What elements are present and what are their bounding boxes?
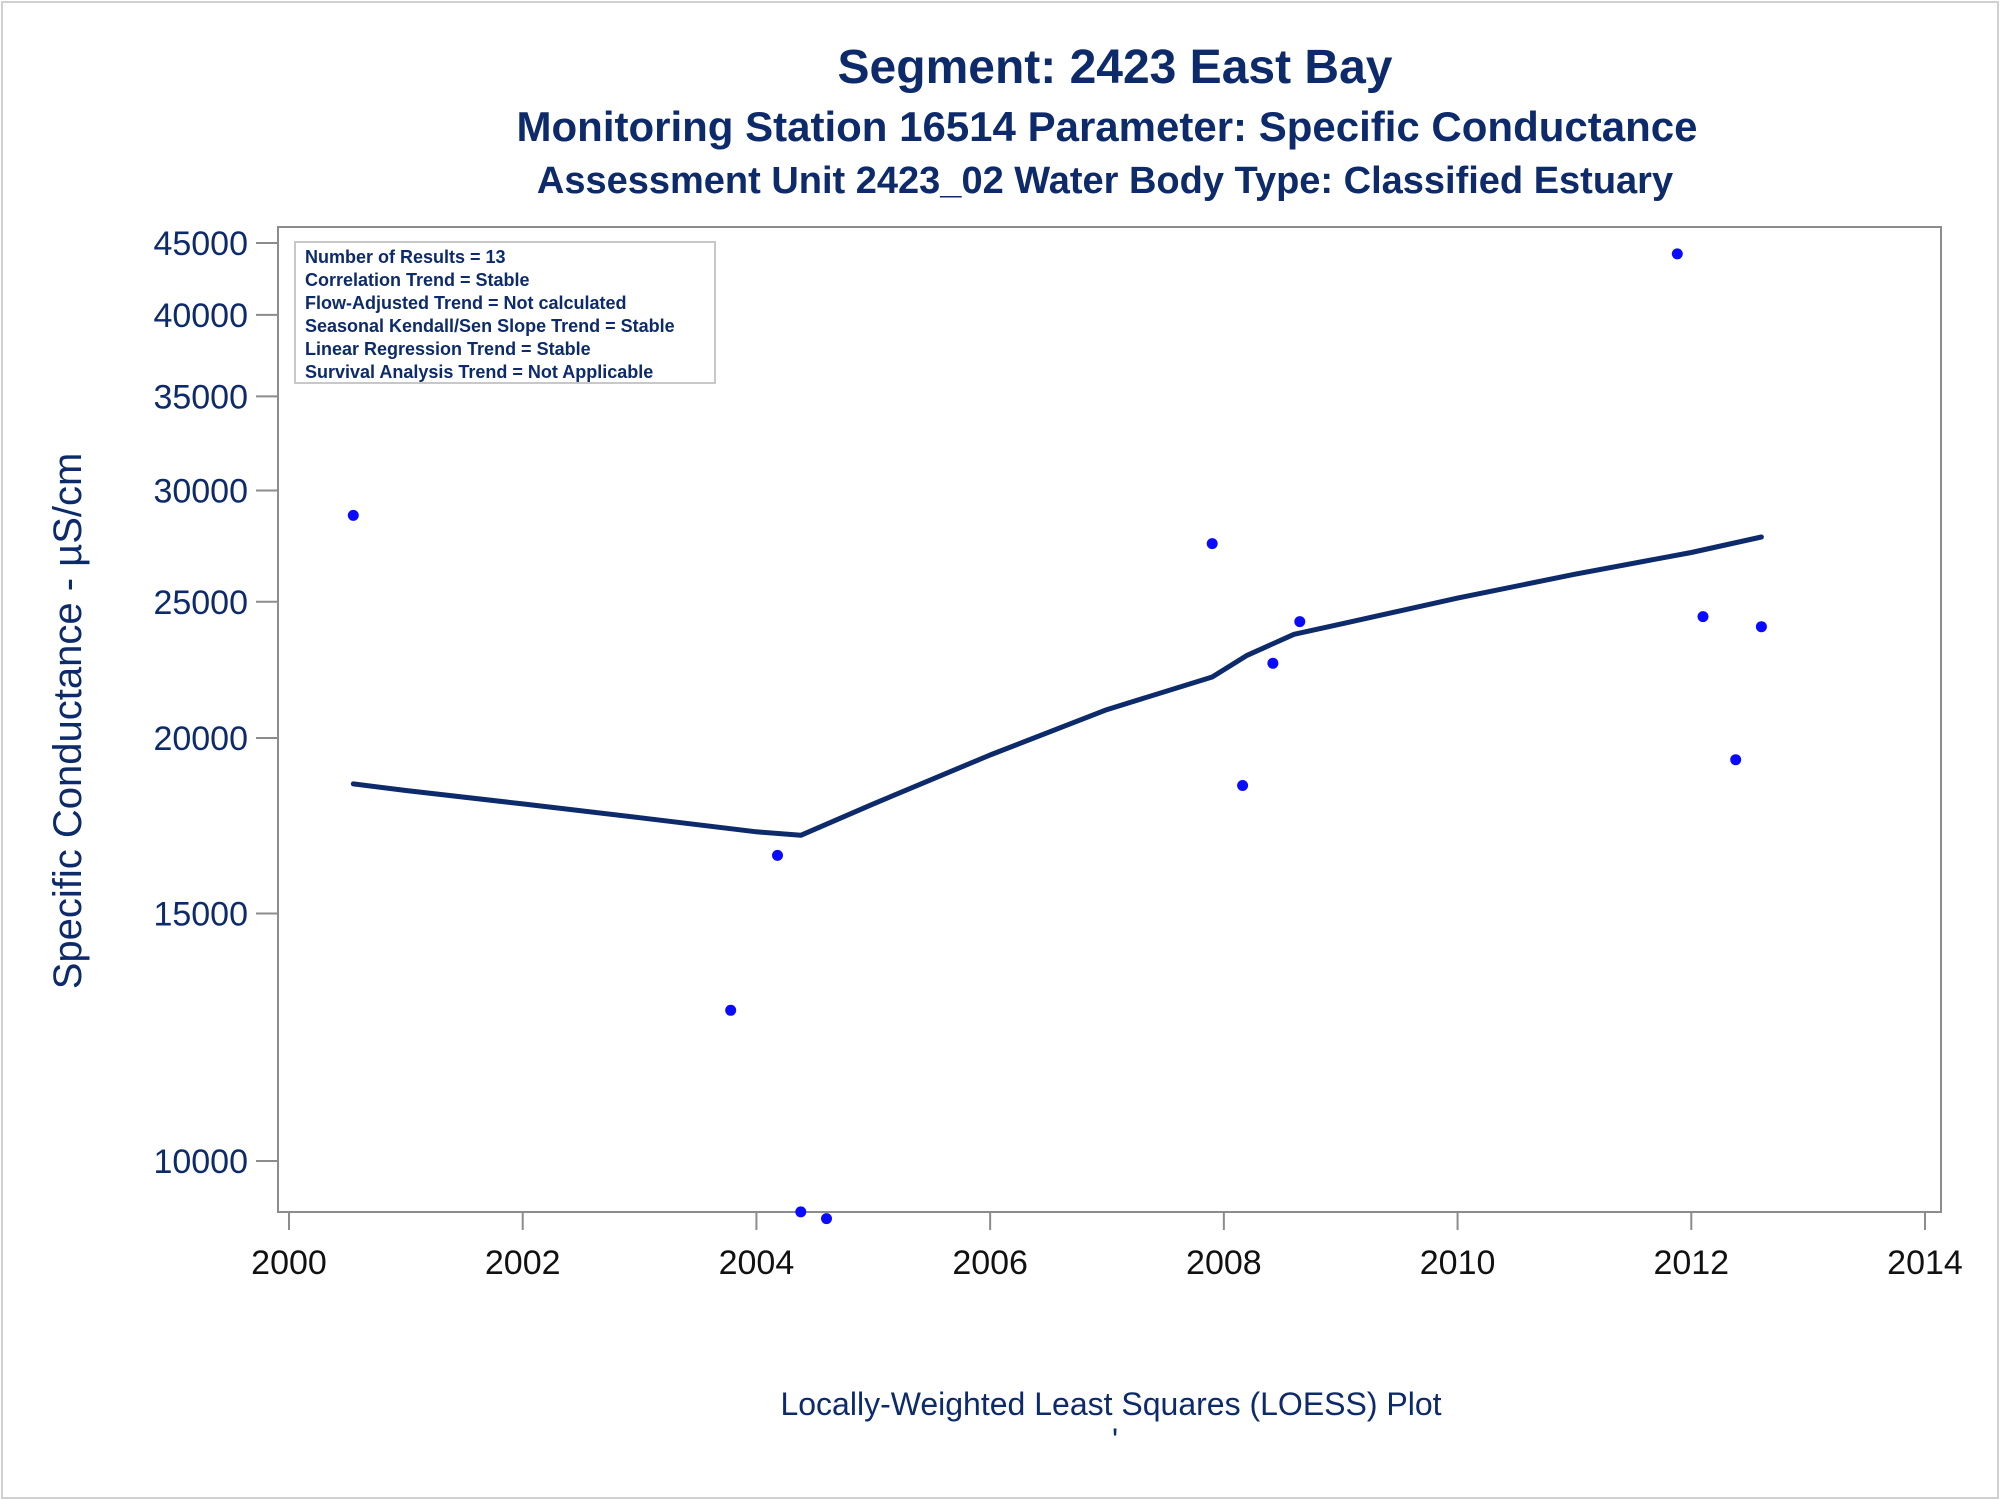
- data-point: [821, 1213, 832, 1225]
- y-tick-label: 35000: [153, 378, 248, 416]
- x-tick-label: 2012: [1653, 1244, 1729, 1282]
- data-point: [1237, 780, 1249, 791]
- stat-survival-analysis-trend: Survival Analysis Trend = Not Applicable: [305, 362, 653, 382]
- plot-area: [277, 226, 1942, 1213]
- stat-correlation-trend: Correlation Trend = Stable: [305, 270, 530, 290]
- chart-title: Segment: 2423 East Bay: [838, 41, 1393, 94]
- y-tick-label: 20000: [153, 720, 248, 758]
- stats-inset-box: [294, 241, 716, 384]
- y-tick-label: 30000: [153, 472, 248, 510]
- y-tick-label: 10000: [153, 1143, 248, 1181]
- chart: Segment: 2423 East Bay Monitoring Statio…: [46, 41, 1963, 1458]
- x-axis: 2000 2002 2004 2006 2008 2010 2012 2014: [251, 1212, 1963, 1282]
- chart-subtitle-2: Assessment Unit 2423_02 Water Body Type:…: [537, 160, 1673, 202]
- stat-linear-regression-trend: Linear Regression Trend = Stable: [305, 339, 591, 359]
- stat-flow-adjusted-trend: Flow-Adjusted Trend = Not calculated: [305, 293, 627, 313]
- data-point: [1294, 616, 1306, 628]
- x-tick-label: 2008: [1186, 1244, 1262, 1282]
- loess-line: [350, 534, 1764, 838]
- data-point: [725, 1004, 737, 1016]
- x-tick-label: 2010: [1420, 1244, 1496, 1282]
- stat-number-of-results: Number of Results = 13: [305, 247, 506, 267]
- data-point: [1267, 657, 1279, 669]
- data-point: [1755, 621, 1767, 633]
- y-tick-label: 45000: [153, 225, 248, 263]
- data-point: [1671, 248, 1683, 260]
- x-tick-label: 2006: [952, 1244, 1028, 1282]
- y-axis: 10000 15000 20000 25000 30000 35000 40000 45000: [153, 225, 278, 1181]
- x-tick-label: 2000: [251, 1244, 327, 1282]
- chart-subtitle: Monitoring Station 16514 Parameter: Spec…: [517, 103, 1698, 150]
- series-layer: [347, 248, 1767, 1225]
- data-point: [795, 1206, 807, 1218]
- x-tick-label: 2014: [1887, 1244, 1963, 1282]
- y-tick-label: 25000: [153, 584, 248, 622]
- y-tick-label: 40000: [153, 297, 248, 335]
- y-axis-label: Specific Conductance - µS/cm: [46, 453, 90, 990]
- x-tick-label: 2004: [719, 1244, 795, 1282]
- data-point: [1206, 538, 1218, 550]
- stats-inset: Number of Results = 13 Correlation Trend…: [294, 241, 716, 384]
- x-axis-label: Locally-Weighted Least Squares (LOESS) P…: [780, 1386, 1441, 1422]
- data-point: [347, 509, 359, 521]
- x-tick-label: 2002: [485, 1244, 561, 1282]
- data-point: [1697, 611, 1709, 623]
- stat-seasonal-kendall-trend: Seasonal Kendall/Sen Slope Trend = Stabl…: [305, 316, 675, 336]
- data-point: [1730, 754, 1742, 766]
- data-point: [772, 849, 783, 861]
- y-tick-label: 15000: [153, 896, 248, 934]
- footnote: ': [1112, 1422, 1118, 1458]
